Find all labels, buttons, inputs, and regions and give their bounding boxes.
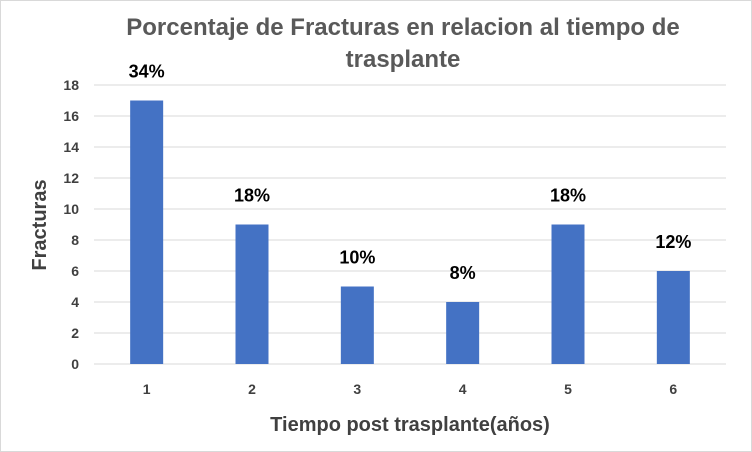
- x-tick-label: 4: [459, 381, 467, 397]
- y-tick-label: 4: [71, 294, 79, 310]
- y-tick-label: 6: [71, 263, 79, 279]
- data-labels: 34% 18% 10% 8% 18% 12%: [129, 62, 692, 284]
- y-tick-labels: 0 2 4 6 8 10 12 14 16 18: [63, 77, 79, 372]
- x-tick-label: 2: [248, 381, 256, 397]
- x-tick-label: 5: [564, 381, 572, 397]
- y-tick-label: 0: [71, 356, 79, 372]
- bar-4: [446, 302, 480, 364]
- x-axis-label: Tiempo post trasplante(años): [270, 414, 550, 436]
- bar-5: [551, 224, 585, 364]
- data-label: 8%: [450, 263, 476, 283]
- bar-1: [130, 100, 164, 364]
- data-label: 18%: [234, 186, 270, 206]
- data-label: 34%: [129, 62, 165, 82]
- y-tick-label: 10: [63, 201, 79, 217]
- data-label: 12%: [655, 232, 691, 252]
- y-tick-label: 2: [71, 325, 79, 341]
- x-tick-label: 1: [143, 381, 151, 397]
- y-axis-label: Fracturas: [29, 179, 51, 270]
- y-tick-label: 18: [63, 77, 79, 93]
- bars: [130, 100, 690, 364]
- x-tick-label: 6: [669, 381, 677, 397]
- gridlines: [94, 84, 726, 365]
- data-label: 18%: [550, 186, 586, 206]
- bar-3: [340, 286, 374, 364]
- y-tick-label: 12: [63, 170, 79, 186]
- chart-title-line-1: Porcentaje de Fracturas en relacion al t…: [126, 14, 680, 41]
- y-tick-label: 14: [63, 139, 79, 155]
- y-tick-label: 8: [71, 232, 79, 248]
- x-tick-label: 3: [353, 381, 361, 397]
- x-tick-labels: 1 2 3 4 5 6: [143, 381, 678, 397]
- chart-title-line-2: trasplante: [346, 46, 461, 73]
- bar-6: [656, 271, 690, 364]
- data-label: 10%: [339, 248, 375, 268]
- bar-2: [235, 224, 269, 364]
- y-tick-label: 16: [63, 108, 79, 124]
